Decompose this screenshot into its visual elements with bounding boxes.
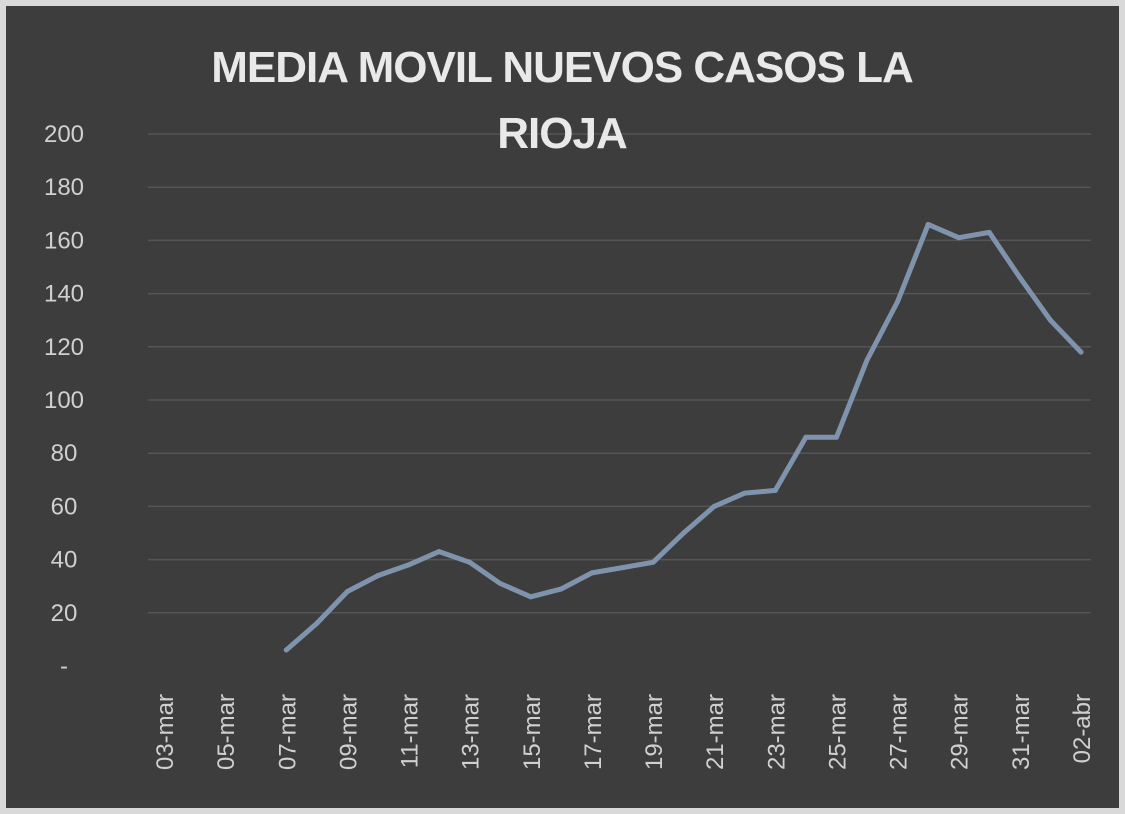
line-chart: MEDIA MOVIL NUEVOS CASOS LA RIOJA - 20 40 6…: [44, 43, 1096, 770]
data-point: [895, 299, 901, 305]
x-tick-label: 13-mar: [458, 694, 485, 770]
gridlines: [148, 133, 1091, 614]
data-point: [436, 549, 442, 555]
y-tick-label: 180: [44, 174, 84, 201]
x-tick-label: 02-abr: [1069, 694, 1096, 763]
y-tick-label: -: [60, 653, 68, 680]
data-point: [711, 503, 717, 509]
x-tick-label: 23-mar: [763, 694, 790, 770]
chart-title-line-1: MEDIA MOVIL NUEVOS CASOS LA: [211, 43, 913, 92]
series-line: [283, 221, 1084, 653]
x-tick-label: 03-mar: [152, 694, 179, 770]
data-point: [283, 647, 289, 653]
x-axis: 03-mar 05-mar 07-mar 09-mar 11-mar 13-mar 15-m…: [152, 694, 1096, 770]
data-point: [833, 434, 839, 440]
x-tick-label: 05-mar: [213, 694, 240, 770]
data-point: [528, 594, 534, 600]
y-axis: - 20 40 60 80 100 120 140 160 180 200: [44, 121, 84, 680]
data-point: [497, 581, 503, 587]
x-tick-label: 11-mar: [397, 694, 424, 768]
x-tick-label: 09-mar: [335, 694, 362, 770]
data-point: [1047, 317, 1053, 323]
chart-title-line-2: RIOJA: [497, 109, 627, 158]
x-tick-label: 07-mar: [274, 694, 301, 770]
data-point: [620, 565, 625, 571]
data-point: [314, 620, 320, 626]
data-point: [467, 559, 473, 565]
x-tick-label: 19-mar: [641, 694, 668, 770]
series-layer: [283, 221, 1084, 653]
y-tick-label: 80: [51, 440, 78, 467]
x-tick-label: 17-mar: [580, 694, 607, 770]
y-tick-label: 40: [51, 547, 78, 574]
x-tick-label: 29-mar: [947, 694, 974, 770]
data-point: [1078, 349, 1084, 355]
data-point: [650, 559, 656, 565]
data-point: [864, 357, 870, 363]
y-tick-label: 100: [44, 387, 84, 414]
y-tick-label: 20: [51, 600, 78, 627]
data-point: [925, 221, 931, 227]
x-tick-label: 31-mar: [1008, 694, 1035, 770]
y-tick-label: 160: [44, 227, 84, 254]
y-tick-label: 60: [51, 493, 78, 520]
data-point: [589, 570, 595, 576]
data-point: [956, 235, 962, 241]
y-tick-label: 200: [44, 121, 84, 148]
y-tick-label: 120: [44, 334, 84, 361]
x-tick-label: 15-mar: [519, 694, 546, 770]
data-point: [344, 589, 350, 595]
data-point: [406, 562, 412, 568]
data-point: [742, 490, 748, 496]
data-point: [986, 229, 992, 235]
y-tick-label: 140: [44, 281, 84, 308]
x-tick-label: 27-mar: [886, 694, 913, 770]
data-point: [375, 573, 381, 579]
data-point: [681, 530, 687, 536]
data-point: [803, 434, 809, 440]
x-tick-label: 21-mar: [702, 694, 729, 770]
x-tick-label: 25-mar: [824, 694, 851, 770]
data-point: [772, 487, 778, 493]
data-point: [558, 586, 564, 592]
data-point: [1017, 275, 1023, 281]
